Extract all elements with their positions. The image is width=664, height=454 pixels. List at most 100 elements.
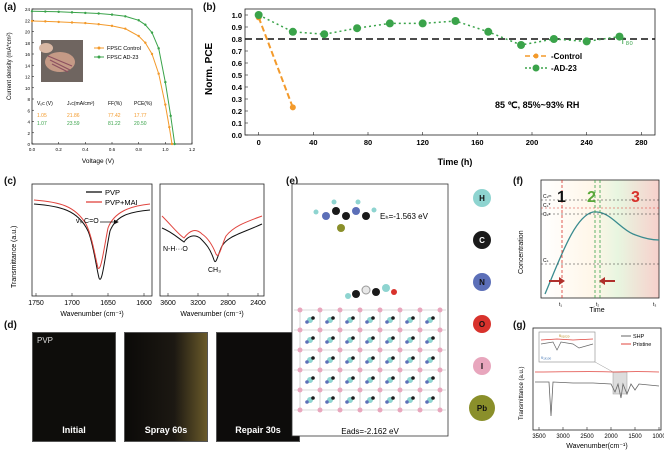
jv-x-label: Voltage (V) [82,158,114,165]
ftir-ann-co: νₛ C=O [76,218,99,225]
shp-xtick: 1500 [628,434,642,440]
jv-xtick: 0.0 [29,147,36,152]
jv-ytick: 14 [25,63,31,68]
jv-table-cell: 81.22 [108,121,121,127]
jv-legend-label: FPSC Control [107,46,141,52]
jv-point [70,11,74,14]
stability-point [353,24,362,33]
atom-legend-swatch [473,357,491,375]
stability-ytick: 0.2 [232,107,242,116]
nucleation-curve [544,211,660,295]
xlabel-t2: t₂ [596,302,599,308]
stability-legend-label: -Control [551,52,582,61]
atom-legend-swatch [473,315,491,333]
xlabel-t3: t₃ [653,302,656,308]
jv-ytick: 12 [25,75,31,80]
atom-legend-swatch [473,189,491,207]
ylabel-csm: Cₛᵐ [543,194,551,200]
jv-xtick: 1.2 [189,147,196,152]
jv-point [84,21,87,25]
jv-point [144,23,147,26]
jv-xtick: 0.6 [109,147,116,152]
shp-xtick: 3500 [532,434,546,440]
jv-point [44,10,47,13]
inset-box [538,331,596,363]
shp-xtick: 3000 [556,434,570,440]
photo-tag: PVP [37,336,54,345]
stability-xtick: 120 [416,138,429,147]
stability-ytick: 0.4 [232,83,243,92]
stability-x-label: Time (h) [438,157,473,167]
panel-label-d: (d) [4,320,17,331]
region-2: 2 [587,189,596,206]
photo-caption-repair: Repair 30s [235,425,281,435]
photo-repair: Repair 30s [216,332,300,442]
jv-point [137,34,140,38]
nucleation-y-label: Concentration [518,230,525,274]
jv-table-header: FF(%) [108,101,122,107]
stability-point [288,27,297,36]
inset-ann-2: ν₁ₓ₁ₒₒ [541,355,551,360]
ftir-chart: Transmittance (a.u.) νₛ C=O N-H···O CH₃ … [11,183,266,318]
stability-xtick: 200 [526,138,539,147]
stability-point [517,41,526,49]
shp-legend-label: SHP [633,334,645,340]
jv-table-cell: 20.50 [134,121,147,127]
nucleation-x-label: Time [589,307,604,314]
inset-ann-1: νₓ₁ₒ₂ₒ [559,333,570,338]
ftir-xtick-left: 1650 [100,300,116,307]
ftir-ann-ch3: CH₃ [208,267,221,274]
photo-caption-initial: Initial [62,425,86,435]
jv-point [57,10,60,14]
jv-table-cell: 1.05 [37,113,47,119]
ftir-xtick-right: 3200 [190,300,206,307]
jv-point [170,142,174,146]
shp-x-label: Wavenumber(cm⁻¹) [566,443,627,450]
shp-y-label: Transmittance (a.u.) [519,367,525,420]
photo-caption-spray: Spray 60s [144,425,188,435]
jv-point [137,19,140,22]
jv-ytick: 6 [27,108,30,113]
jv-point [84,11,87,15]
atom-legend-swatch [473,231,491,249]
stability-xtick: 80 [364,138,372,147]
shp-xtick: 2000 [604,434,618,440]
jv-table-cell: 21.86 [67,113,80,119]
adsorption-energy: Eads=-2.162 eV [341,427,399,436]
atom-legend-swatch [469,395,495,421]
jv-point [150,52,154,56]
jv-point [150,31,154,34]
ftir-xtick-left: 1750 [28,300,44,307]
jv-point [110,13,114,16]
stability-ytick: 0.0 [232,131,242,140]
ftir-xtick-right: 2400 [250,300,266,307]
panel-label-g: (g) [513,320,526,331]
dft-structure: Eₕ=-1.563 eV Eads=-2.162 eV H C N O I Pb [291,183,495,437]
ftir-x-label-left: Wavenumber (cm⁻¹) [60,311,123,318]
ftir-legend-label: PVP [105,188,120,197]
jv-ytick: 20 [25,30,31,35]
nucleation-chart: Concentration Time 1 2 3 Cₛᵐ Cₛ* Cₛᶜ Cₛ … [518,179,660,314]
atom-legend-label: N [479,278,485,287]
ftir-xtick-right: 2800 [220,300,236,307]
stability-xtick: 160 [471,138,484,147]
jv-point [157,47,160,50]
region-1: 1 [557,189,566,206]
jv-ytick: 18 [25,41,31,46]
arrow-left [599,277,615,285]
stability-series-line [257,17,294,108]
jv-table-cell: 23.59 [67,121,80,127]
jv-ytick: 24 [25,7,31,12]
stability-point [451,17,460,25]
jv-table-header: Vₒc (V) [37,101,53,107]
stability-xtick: 40 [309,138,317,147]
ylabel-cs-star: Cₛ* [543,203,550,209]
jv-point [44,20,47,23]
stability-point [549,35,558,43]
jv-ytick: 22 [25,18,31,23]
stability-point [484,27,493,36]
jv-ytick: 0 [27,142,30,147]
ftir-right-pvpmai [161,215,263,256]
shp-xtick: 2500 [580,434,594,440]
stability-xtick: 240 [580,138,593,147]
